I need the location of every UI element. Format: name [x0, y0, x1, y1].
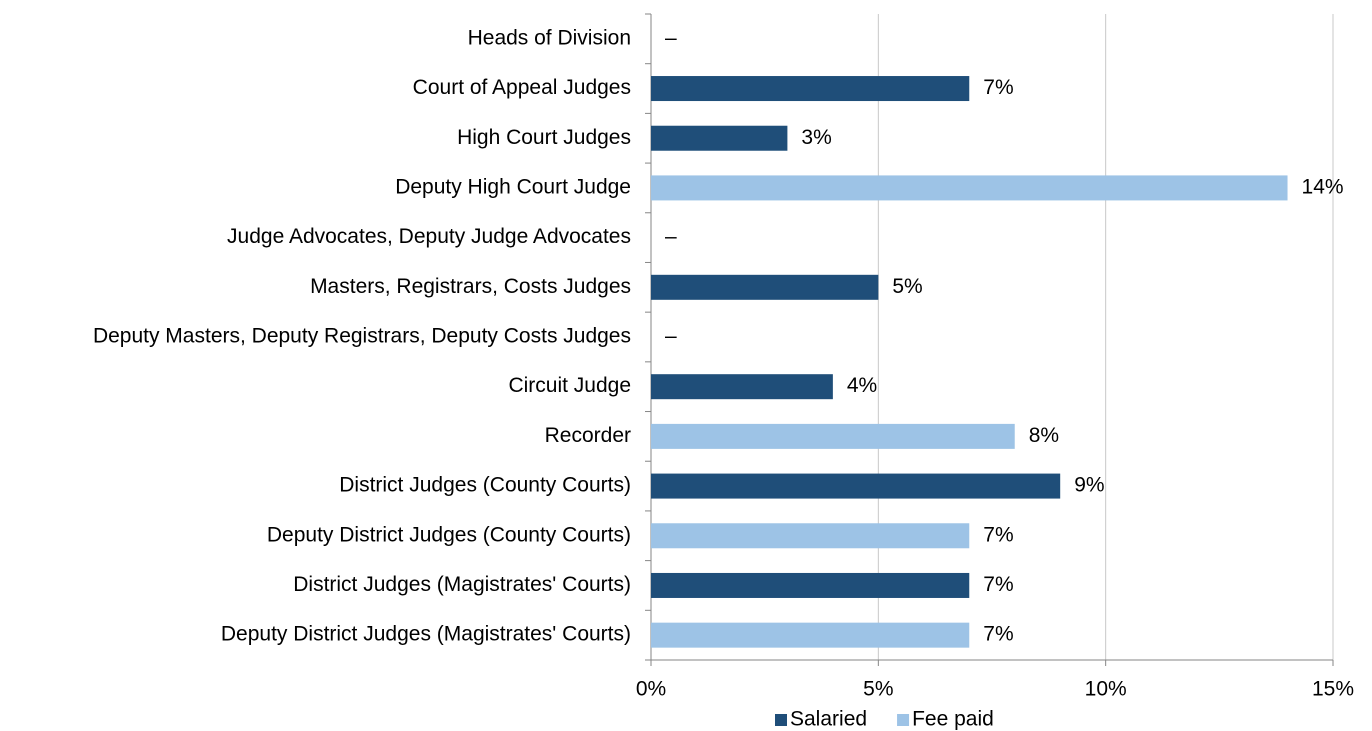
y-tick-label: Court of Appeal Judges — [413, 76, 631, 99]
data-label: 7% — [983, 523, 1013, 546]
y-tick-label: Deputy High Court Judge — [395, 175, 631, 198]
x-tick-label: 0% — [636, 678, 666, 701]
y-tick-label: District Judges (Magistrates' Courts) — [293, 573, 631, 596]
data-label: – — [665, 225, 677, 248]
y-tick-label: Deputy Masters, Deputy Registrars, Deput… — [93, 325, 631, 348]
y-tick-label: Deputy District Judges (County Courts) — [267, 523, 631, 546]
legend-swatch — [775, 714, 787, 726]
legend-label: Fee paid — [912, 708, 994, 731]
data-label: 14% — [1302, 175, 1344, 198]
y-tick-label: High Court Judges — [457, 126, 631, 149]
bar — [651, 374, 833, 400]
x-tick-label: 10% — [1085, 678, 1127, 701]
legend-label: Salaried — [790, 708, 867, 731]
y-tick-label: Circuit Judge — [508, 374, 631, 397]
legend-swatch — [897, 714, 910, 726]
data-label: 4% — [847, 374, 877, 397]
y-tick-label: Judge Advocates, Deputy Judge Advocates — [227, 225, 631, 248]
bar — [651, 125, 788, 151]
data-label: – — [665, 325, 677, 348]
x-tick-label: 5% — [863, 678, 893, 701]
bar — [651, 473, 1061, 499]
y-tick-label: Recorder — [545, 424, 631, 447]
bar — [651, 274, 879, 300]
data-label: 9% — [1074, 474, 1104, 497]
y-tick-label: Masters, Registrars, Costs Judges — [310, 275, 631, 298]
bar — [651, 423, 1015, 449]
y-tick-label: Heads of Division — [468, 26, 631, 49]
data-label: 8% — [1029, 424, 1059, 447]
data-label: – — [665, 26, 677, 49]
data-label: 7% — [983, 573, 1013, 596]
bar — [651, 175, 1288, 201]
bar — [651, 622, 970, 648]
data-label: 7% — [983, 76, 1013, 99]
data-label: 5% — [892, 275, 922, 298]
data-label: 7% — [983, 623, 1013, 646]
bar — [651, 76, 970, 102]
bar — [651, 523, 970, 549]
data-label: 3% — [801, 126, 831, 149]
y-tick-label: District Judges (County Courts) — [339, 474, 631, 497]
x-tick-label: 15% — [1312, 678, 1354, 701]
y-tick-label: Deputy District Judges (Magistrates' Cou… — [221, 623, 631, 646]
bar — [651, 572, 970, 598]
